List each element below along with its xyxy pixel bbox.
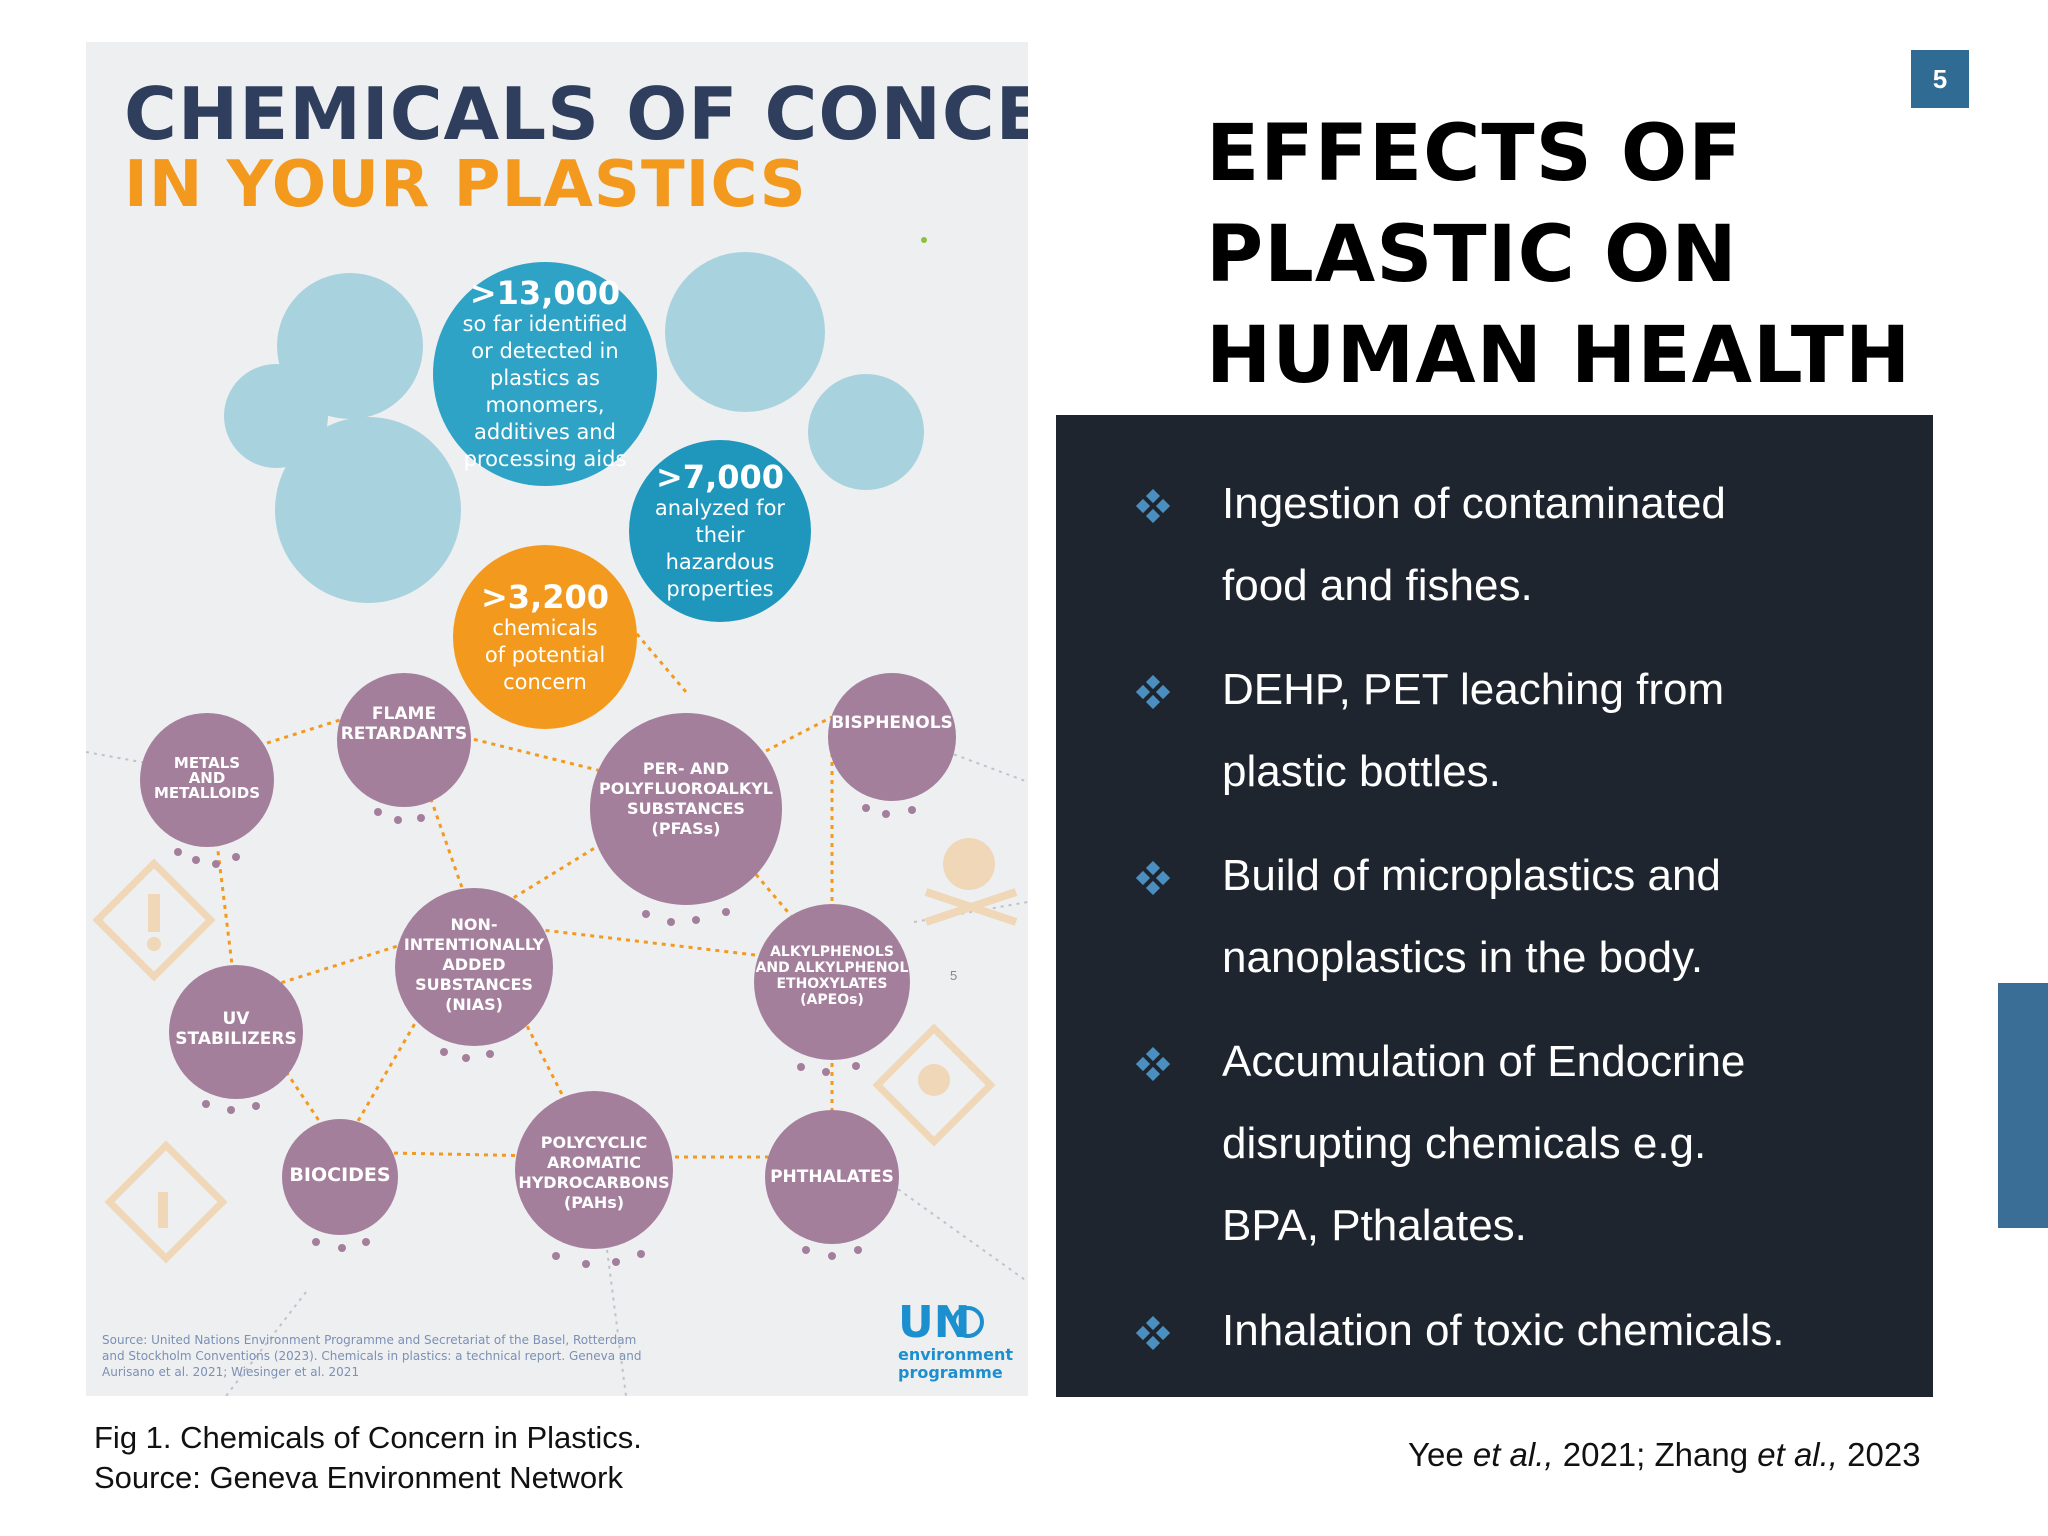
slide-title: EFFECTS OF PLASTIC ON HUMAN HEALTH xyxy=(1206,104,1911,407)
bullet-line: Ingestion of contaminated xyxy=(1222,479,1726,528)
node-flame-retardants: FLAME RETARDANTS xyxy=(340,704,468,744)
infographic-title-line2: IN YOUR PLASTICS xyxy=(124,148,807,222)
references: Yee et al., 2021; Zhang et al., 2023 xyxy=(1408,1436,1921,1474)
stat-7000: >7,000 analyzed for their hazardous prop… xyxy=(629,440,811,622)
bullet-line: nanoplastics in the body. xyxy=(1222,933,1704,982)
infographic-page-mark: 5 xyxy=(950,968,958,983)
bullet-line: food and fishes. xyxy=(1222,561,1533,610)
title-line1: EFFECTS OF xyxy=(1206,109,1743,199)
bullet-line: Accumulation of Endocrine xyxy=(1222,1037,1746,1086)
ref-author2: Zhang xyxy=(1654,1436,1749,1473)
ref-etal2: et al., xyxy=(1757,1436,1838,1473)
stat-text: chemicals of potential concern xyxy=(484,615,606,694)
node-uv-stabilizers: UV STABILIZERS xyxy=(175,1009,297,1049)
slide-number: 5 xyxy=(1911,50,1969,108)
figure-caption: Fig 1. Chemicals of Concern in Plastics.… xyxy=(94,1418,642,1498)
un-logo-sub1: environment xyxy=(898,1345,1013,1364)
title-line2: PLASTIC ON xyxy=(1206,210,1738,300)
bullet-line: plastic bottles. xyxy=(1222,747,1501,796)
node-pfas: PER- AND POLYFLUOROALKYL SUBSTANCES (PFA… xyxy=(598,759,773,838)
infographic-title-line1: CHEMICALS OF CONCERN xyxy=(124,72,1028,156)
bullet-line: Inhalation of toxic chemicals. xyxy=(1222,1306,1785,1355)
node-apeo: ALKYLPHENOLS AND ALKYLPHENOL ETHOXYLATES… xyxy=(755,944,909,1008)
caption-line2: Source: Geneva Environment Network xyxy=(94,1460,623,1495)
bullet-item: DEHP, PET leaching from plastic bottles. xyxy=(1136,649,1896,813)
four-diamond-icon xyxy=(1136,1316,1170,1350)
node-phthalates: PHTHALATES xyxy=(770,1167,894,1187)
stat-number: >7,000 xyxy=(655,458,785,496)
stat-3200: >3,200 chemicals of potential concern xyxy=(453,545,637,729)
un-logo-text: UN xyxy=(898,1297,971,1348)
title-line3: HUMAN HEALTH xyxy=(1206,311,1912,401)
bullet-item: Accumulation of Endocrine disrupting che… xyxy=(1136,1021,1896,1267)
un-environment-logo: UN environment programme xyxy=(898,1300,1013,1382)
node-biocides: BIOCIDES xyxy=(289,1164,391,1186)
ref-year2: 2023 xyxy=(1847,1436,1921,1473)
four-diamond-icon xyxy=(1136,489,1170,523)
stat-number: >13,000 xyxy=(469,274,621,312)
four-diamond-icon xyxy=(1136,861,1170,895)
node-pah: POLYCYCLIC AROMATIC HYDROCARBONS (PAHs) xyxy=(518,1133,670,1212)
node-bisphenols: BISPHENOLS xyxy=(831,713,953,733)
stat-text: so far identified or detected in plastic… xyxy=(462,312,628,471)
ref-author1: Yee xyxy=(1408,1436,1464,1473)
bullet-item: Ingestion of contaminated food and fishe… xyxy=(1136,463,1896,627)
stat-text: analyzed for their hazardous properties xyxy=(654,496,786,601)
infographic-graphics xyxy=(86,237,1028,1396)
node-metals: METALS AND METALLOIDS xyxy=(153,753,261,802)
four-diamond-icon xyxy=(1136,1047,1170,1081)
stat-number: >3,200 xyxy=(480,577,610,616)
un-logo-sub2: programme xyxy=(898,1363,1003,1382)
bullet-panel: Ingestion of contaminated food and fishe… xyxy=(1056,415,1933,1397)
bullet-line: DEHP, PET leaching from xyxy=(1222,665,1725,714)
bullet-line: Build of microplastics and xyxy=(1222,851,1721,900)
bullet-line: BPA, Pthalates. xyxy=(1222,1201,1527,1250)
side-tab[interactable] xyxy=(1998,983,2048,1228)
ref-year1: 2021; xyxy=(1562,1436,1646,1473)
caption-line1: Fig 1. Chemicals of Concern in Plastics. xyxy=(94,1420,642,1455)
infographic-image: CHEMICALS OF CONCERN IN YOUR PLASTICS >1… xyxy=(86,42,1028,1396)
ref-etal1: et al., xyxy=(1472,1436,1554,1473)
node-nias: NON- INTENTIONALLY ADDED SUBSTANCES (NIA… xyxy=(403,915,545,1014)
infographic-source-note: Source: United Nations Environment Progr… xyxy=(102,1333,642,1379)
bullet-item: Inhalation of toxic chemicals. xyxy=(1136,1290,1896,1372)
stat-13000: >13,000 so far identified or detected in… xyxy=(433,262,657,486)
bullet-item: Build of microplastics and nanoplastics … xyxy=(1136,835,1896,999)
four-diamond-icon xyxy=(1136,675,1170,709)
bullet-line: disrupting chemicals e.g. xyxy=(1222,1119,1707,1168)
